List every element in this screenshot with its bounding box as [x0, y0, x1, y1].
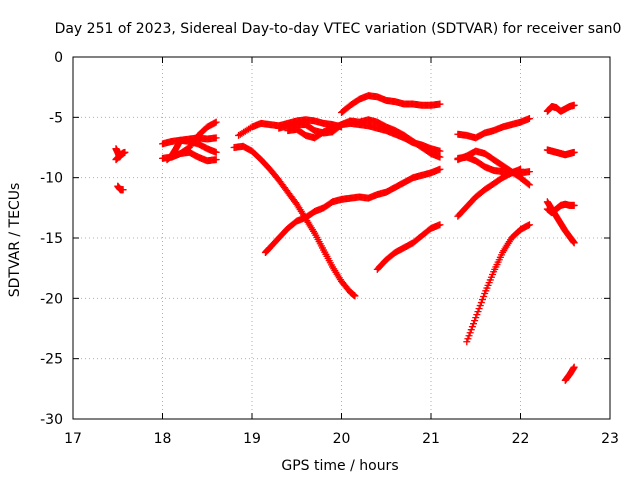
data-point	[116, 152, 124, 160]
series-arc-17	[454, 115, 533, 142]
data-point	[478, 296, 486, 304]
data-point	[472, 314, 480, 322]
data-point	[464, 335, 472, 343]
y-axis-label: SDTVAR / TECUs	[7, 183, 23, 298]
series-arc-21	[543, 146, 578, 159]
data-point	[465, 332, 473, 340]
x-tick-label: 19	[243, 431, 261, 447]
data-point	[570, 101, 578, 109]
x-tick-label: 17	[64, 431, 82, 447]
series-arc-18	[454, 165, 524, 220]
y-tick-label: -30	[40, 412, 63, 428]
grid	[73, 57, 610, 419]
x-tick-label: 20	[333, 431, 351, 447]
data-points	[112, 92, 578, 384]
series-arc-20	[543, 101, 578, 115]
series-arc-7	[167, 148, 220, 165]
series-arc-13	[261, 165, 444, 256]
data-point	[471, 317, 479, 325]
data-point	[476, 302, 484, 310]
data-point	[212, 148, 220, 156]
x-tick-labels: 17 18 19 20 21 22 23	[64, 431, 619, 447]
series-arc-2	[112, 152, 124, 164]
data-point	[525, 168, 533, 176]
chart-title: Day 251 of 2023, Sidereal Day-to-day VTE…	[55, 21, 622, 37]
data-point	[525, 221, 533, 229]
data-point	[570, 363, 578, 371]
data-point	[467, 326, 475, 334]
data-point	[121, 148, 129, 156]
plot-frame	[72, 56, 611, 420]
series-arc-24	[561, 363, 578, 384]
data-point	[436, 153, 444, 161]
data-point	[212, 134, 220, 142]
y-tick-label: 0	[54, 50, 63, 66]
series-arc-10	[284, 116, 444, 161]
data-point	[524, 180, 532, 188]
data-point	[525, 115, 533, 123]
x-tick-label: 23	[601, 431, 619, 447]
data-point	[212, 118, 220, 126]
data-point	[517, 165, 524, 173]
series-arc-23	[543, 198, 578, 247]
data-point	[525, 181, 533, 189]
data-point	[570, 239, 578, 247]
x-tick-label: 18	[154, 431, 172, 447]
data-point	[436, 147, 444, 155]
data-point	[436, 100, 444, 108]
series-arc-12	[230, 142, 359, 300]
y-tick-label: -25	[40, 352, 63, 368]
y-tick-labels: 0 -5 -10 -15 -20 -25 -30	[40, 50, 63, 428]
data-point	[470, 320, 478, 328]
y-tick-label: -15	[40, 231, 63, 247]
data-point	[351, 292, 359, 300]
x-axis-label: GPS time / hours	[281, 458, 398, 474]
series-arc-3	[114, 182, 127, 194]
data-point	[475, 305, 483, 313]
y-tick-label: -20	[40, 291, 63, 307]
data-point	[474, 308, 482, 316]
y-tick-label: -5	[49, 110, 63, 126]
data-point	[480, 293, 488, 301]
series-arc-19	[463, 221, 533, 346]
data-point	[212, 156, 220, 164]
data-point	[477, 299, 485, 307]
data-point	[473, 311, 481, 319]
data-point	[436, 221, 444, 229]
data-point	[570, 201, 578, 209]
data-point	[466, 329, 474, 337]
data-point	[436, 165, 444, 173]
x-tick-label: 21	[422, 431, 440, 447]
data-point	[463, 338, 471, 346]
y-tick-label: -10	[40, 171, 63, 187]
data-point	[570, 148, 578, 156]
data-point	[119, 186, 127, 194]
x-tick-label: 22	[512, 431, 530, 447]
data-point	[468, 323, 476, 331]
series-arc-11	[338, 92, 444, 117]
series-arc-14	[373, 221, 444, 273]
